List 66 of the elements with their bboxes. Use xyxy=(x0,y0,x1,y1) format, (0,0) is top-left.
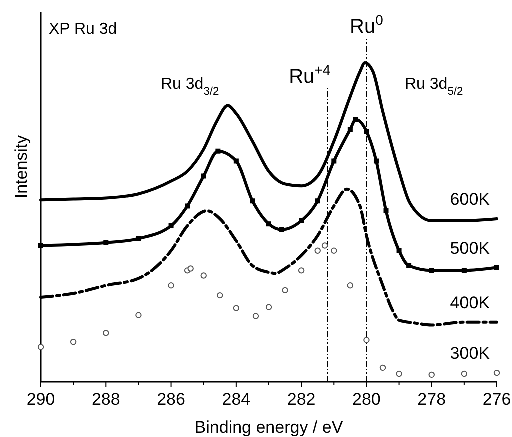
point xyxy=(396,370,402,378)
point xyxy=(282,287,288,294)
x-tick-label: 288 xyxy=(92,390,120,409)
point xyxy=(462,268,467,274)
point xyxy=(332,158,337,164)
x-tick-label: 286 xyxy=(157,390,186,409)
point xyxy=(266,304,272,310)
point xyxy=(384,208,389,214)
point xyxy=(70,339,77,346)
point xyxy=(200,272,207,279)
point xyxy=(494,370,500,376)
x-tick-label: 278 xyxy=(418,390,446,409)
point xyxy=(353,117,358,122)
point xyxy=(406,263,412,268)
point xyxy=(494,265,500,270)
x-tick-label: 276 xyxy=(482,390,512,409)
ref-line-label: Ru$^{0}$ xyxy=(350,12,384,38)
annotation: Ru 3d$_{3/2}$ xyxy=(161,76,220,98)
point xyxy=(299,218,304,224)
point xyxy=(429,268,434,274)
series-label: 400K xyxy=(450,293,491,312)
point xyxy=(250,198,256,204)
point xyxy=(347,282,354,289)
x-axis-title: Binding energy / eV xyxy=(194,418,344,437)
point xyxy=(188,266,194,272)
point xyxy=(233,305,240,312)
point xyxy=(266,222,272,227)
series-label: 600K xyxy=(450,190,491,209)
point xyxy=(364,129,370,134)
annotation: Ru 3d$_{5/2}$ xyxy=(405,76,464,98)
point xyxy=(428,372,435,378)
x-tick-label: 282 xyxy=(287,390,316,409)
point xyxy=(461,370,468,378)
point xyxy=(298,268,305,274)
point xyxy=(185,204,190,209)
point xyxy=(168,224,174,229)
point xyxy=(136,312,142,318)
point xyxy=(364,337,370,344)
x-tick-label: 280 xyxy=(352,390,381,409)
point xyxy=(168,282,174,289)
point xyxy=(374,158,379,164)
point xyxy=(38,344,44,350)
point xyxy=(38,243,44,248)
point xyxy=(315,198,320,204)
x-tick-label: 290 xyxy=(26,390,56,409)
x-tick-label: 284 xyxy=(222,390,251,409)
point xyxy=(234,158,239,164)
point xyxy=(314,248,321,254)
point xyxy=(136,236,142,242)
point xyxy=(348,127,353,132)
point xyxy=(104,240,109,246)
point xyxy=(103,330,110,336)
point xyxy=(201,174,206,179)
point xyxy=(280,227,285,232)
point xyxy=(331,248,338,254)
series-label: 500K xyxy=(450,238,491,258)
point xyxy=(216,148,221,154)
point xyxy=(322,242,328,249)
series-label: 300K xyxy=(450,344,491,364)
point xyxy=(217,292,224,299)
point xyxy=(396,248,402,254)
point xyxy=(252,313,260,320)
y-axis-title: Intensity xyxy=(12,134,31,199)
ref-line-label: Ru$^{+4}$ xyxy=(289,62,331,88)
point xyxy=(380,364,386,372)
text: XP Ru 3d xyxy=(49,21,118,38)
